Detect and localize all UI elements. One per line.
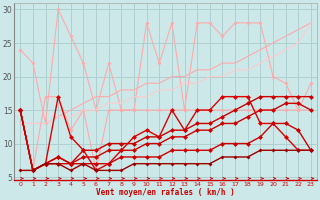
X-axis label: Vent moyen/en rafales ( km/h ): Vent moyen/en rafales ( km/h ) <box>96 188 235 197</box>
